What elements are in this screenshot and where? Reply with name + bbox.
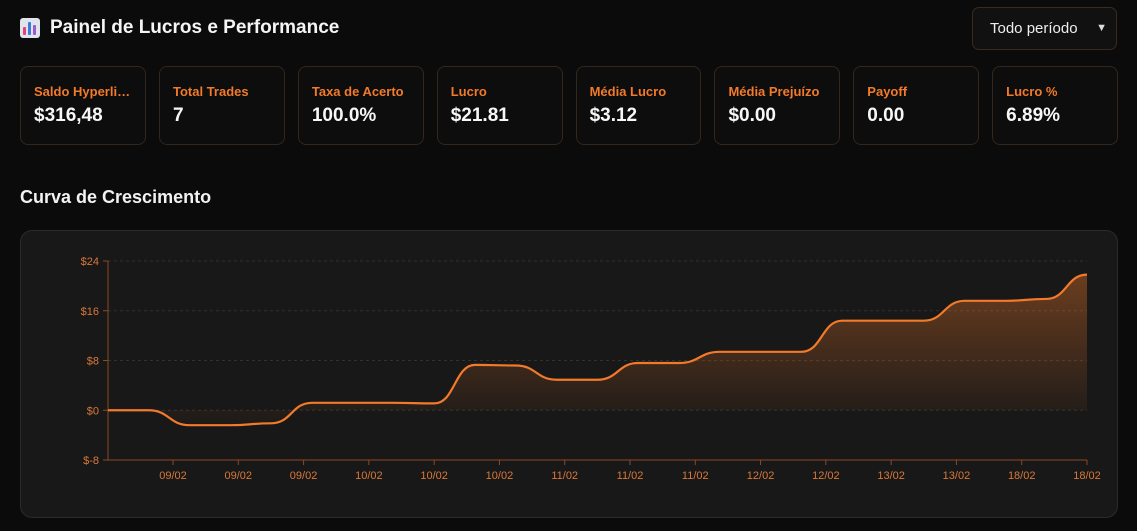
x-tick-label: 18/02 [1073,470,1101,482]
stat-value: $3.12 [589,105,638,126]
x-tick-label: 13/02 [943,470,971,482]
header: Painel de Lucros e Performance Todo perí… [20,0,1117,56]
stat-card-payoff: Payoff 0.00 [853,66,980,145]
stat-label: Lucro [450,84,487,99]
page-title: Painel de Lucros e Performance [50,17,340,38]
stat-value: 7 [173,105,184,126]
x-tick-label: 10/02 [420,470,448,482]
title-wrap: Painel de Lucros e Performance [20,17,339,39]
chevron-down-icon: ▼ [1096,22,1107,34]
stat-value: 6.89% [1006,105,1061,126]
y-tick-label: $24 [81,256,99,268]
y-tick-label: $8 [87,356,99,368]
x-tick-label: 09/02 [159,470,187,482]
stat-value: 0.00 [867,105,905,126]
stat-value: 100.0% [311,105,377,126]
stat-card-media-lucro: Média Lucro $3.12 [575,66,702,145]
stat-card-total-trades: Total Trades 7 [159,66,285,145]
stat-label: Média Prejuízo [728,84,820,99]
y-tick-label: $0 [87,405,99,417]
bar-chart-icon [20,18,40,38]
stat-card-taxa-acerto: Taxa de Acerto 100.0% [297,66,424,145]
section-title: Curva de Crescimento [20,187,212,207]
stat-label: Média Lucro [589,84,667,99]
stat-label: Lucro % [1006,84,1058,99]
stat-card-saldo: Saldo Hyperliquid $316,48 [20,66,146,145]
stat-value: $21.81 [450,105,509,126]
period-select[interactable]: Todo período ▼ [972,6,1117,50]
x-tick-label: 11/02 [551,470,578,482]
x-tick-label: 13/02 [877,470,905,482]
stats-cards: Saldo Hyperliquid $316,48 Total Trades 7… [20,66,1119,145]
stat-card-media-prejuizo: Média Prejuízo $0.00 [714,66,841,145]
x-tick-label: 18/02 [1008,470,1036,482]
growth-line [107,273,1088,427]
y-tick-label: $-8 [83,455,99,467]
stat-label: Payoff [867,84,908,99]
stat-value: $316,48 [34,105,103,126]
x-tick-label: 09/02 [225,470,253,482]
x-tick-label: 11/02 [617,470,644,482]
y-tick-label: $16 [81,306,99,318]
x-tick-label: 12/02 [747,470,775,482]
growth-chart-panel: $24 $16 $8 $0 $-8 09/02 09/02 09/02 10/02 10/02 10… [20,230,1118,518]
x-tick-label: 09/02 [290,470,318,482]
x-tick-label: 12/02 [812,470,840,482]
growth-chart: $24 $16 $8 $0 $-8 09/02 09/02 09/02 10/02 10/02 10… [81,256,1101,482]
stat-card-lucro: Lucro $21.81 [436,66,563,145]
x-tick-label: 10/02 [355,470,383,482]
stat-value: $0.00 [728,105,776,126]
x-tick-label: 11/02 [682,470,709,482]
x-tick-label: 10/02 [486,470,514,482]
stat-label: Taxa de Acerto [311,84,404,99]
period-select-value: Todo período [990,19,1078,37]
growth-area [108,274,1087,426]
stat-card-lucro-pct: Lucro % 6.89% [992,66,1119,145]
stat-label: Saldo Hyperliquid [34,84,132,99]
stat-label: Total Trades [173,84,249,99]
